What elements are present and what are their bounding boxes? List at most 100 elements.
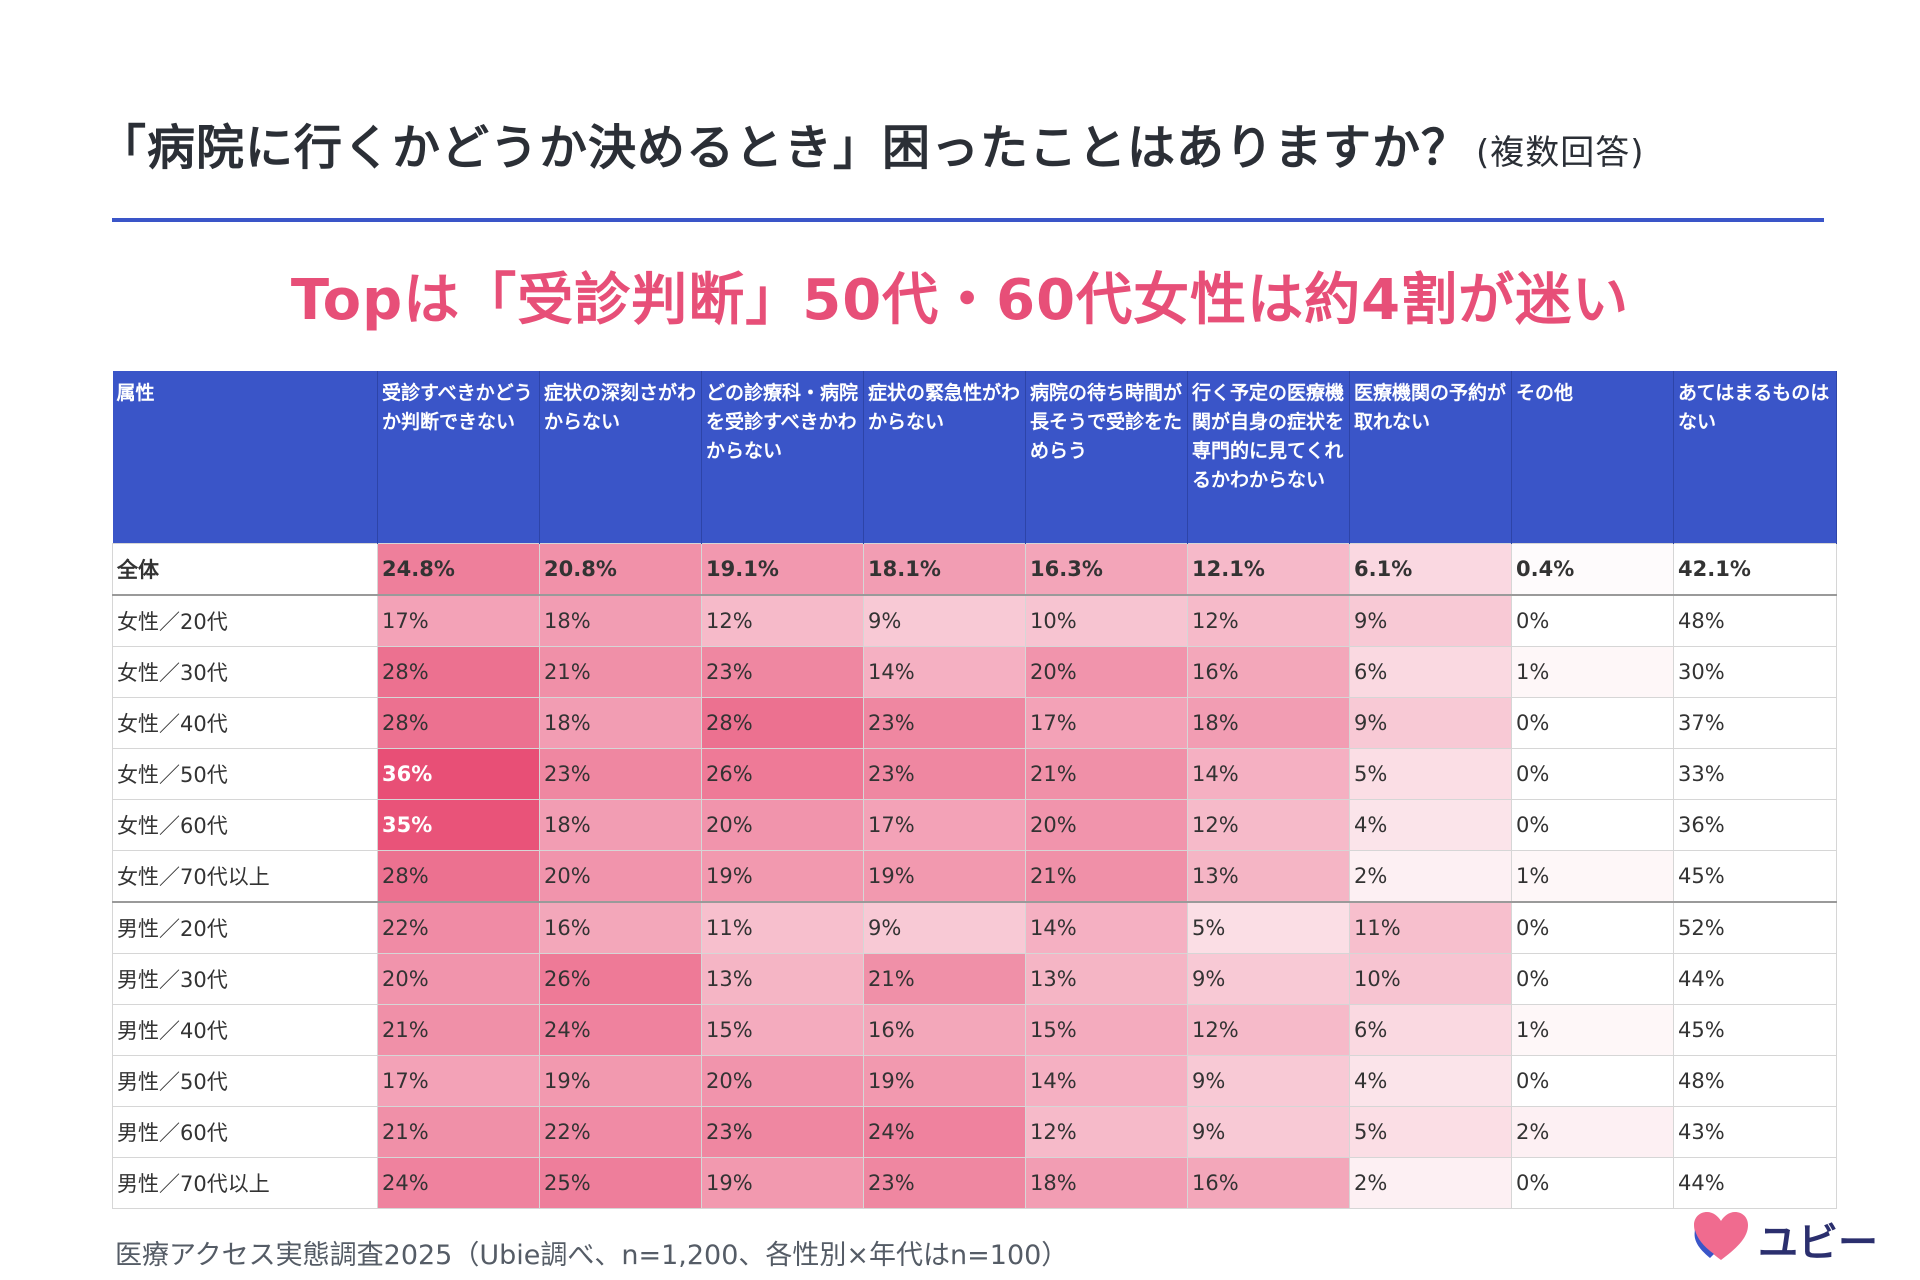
heat-cell: 1% [1511,1004,1674,1056]
row-label: 男性／20代 [112,901,378,954]
heat-cell: 12% [1187,594,1350,647]
heat-cell: 35% [377,799,540,851]
heat-cell: 24% [863,1106,1026,1158]
heat-cell: 0.4% [1511,543,1674,596]
heat-cell: 11% [1349,901,1512,954]
heat-cell: 52% [1673,901,1837,954]
heat-cell: 23% [539,748,702,800]
heat-cell: 23% [863,748,1026,800]
table-header-row: 属性 受診すべきかどうか判断できない 症状の深刻さがわからない どの診療科・病院を受診… [112,371,1837,544]
heat-cell: 45% [1673,1004,1837,1056]
heat-cell: 16% [863,1004,1026,1056]
heat-cell: 19% [701,850,864,903]
heat-cell: 28% [377,646,540,698]
table-row: 女性／50代 36% 23% 26% 23% 21% 14% 5% 0% 33% [112,748,1837,800]
table-row: 男性／50代 17% 19% 20% 19% 14% 9% 4% 0% 48% [112,1055,1837,1107]
row-label: 女性／60代 [112,799,378,851]
heat-cell: 13% [701,953,864,1005]
heat-cell: 9% [863,594,1026,647]
table-row: 男性／30代 20% 26% 13% 21% 13% 9% 10% 0% 44% [112,953,1837,1005]
table-row: 全体 24.8% 20.8% 19.1% 18.1% 16.3% 12.1% 6.1% 0.4%… [112,543,1837,596]
column-header: どの診療科・病院を受診すべきかわからない [701,371,864,544]
heat-cell: 14% [1187,748,1350,800]
heatmap-table: 属性 受診すべきかどうか判断できない 症状の深刻さがわからない どの診療科・病院を受診… [112,371,1837,1209]
heat-cell: 20% [377,953,540,1005]
heat-cell: 21% [377,1106,540,1158]
heat-cell: 17% [377,1055,540,1107]
row-label: 女性／40代 [112,697,378,749]
heat-cell: 0% [1511,1055,1674,1107]
heat-cell: 30% [1673,646,1837,698]
heat-cell: 9% [1349,697,1512,749]
title-note: (複数回答) [1476,133,1645,173]
page-title: 「病院に行くかどうか決めるとき」困ったことはありますか？ (複数回答) [98,108,1645,178]
title-main: 「病院に行くかどうか決めるとき」困ったことはありますか？ [98,120,1471,176]
source-note: 医療アクセス実態調査2025（Ubie調べ、n=1,200、各性別×年代はn=1… [115,1240,1069,1271]
heat-cell: 21% [377,1004,540,1056]
heat-cell: 18% [539,594,702,647]
heat-cell: 42.1% [1673,543,1837,596]
heat-cell: 16.3% [1025,543,1188,596]
heat-cell: 44% [1673,953,1837,1005]
heat-cell: 5% [1349,1106,1512,1158]
heat-cell: 12.1% [1187,543,1350,596]
heat-cell: 1% [1511,850,1674,903]
heat-cell: 48% [1673,594,1837,647]
row-label: 女性／50代 [112,748,378,800]
heat-cell: 6.1% [1349,543,1512,596]
headline: Topは「受診判断」50代・60代女性は約4割が迷い [290,268,1630,333]
heat-cell: 23% [863,1157,1026,1209]
heat-cell: 0% [1511,799,1674,851]
heat-cell: 21% [863,953,1026,1005]
heat-cell: 18.1% [863,543,1026,596]
column-header: 症状の深刻さがわからない [539,371,702,544]
heat-cell: 16% [1187,1157,1350,1209]
heat-cell: 20.8% [539,543,702,596]
heat-cell: 23% [701,646,864,698]
column-header: 病院の待ち時間が長そうで受診をためらう [1025,371,1188,544]
heat-cell: 12% [701,594,864,647]
heat-cell: 11% [701,901,864,954]
heat-cell: 19% [863,850,1026,903]
heat-cell: 24.8% [377,543,540,596]
heat-cell: 45% [1673,850,1837,903]
heat-cell: 14% [1025,1055,1188,1107]
heat-cell: 15% [1025,1004,1188,1056]
heat-cell: 0% [1511,697,1674,749]
heat-cell: 9% [1187,953,1350,1005]
heat-cell: 17% [863,799,1026,851]
heat-cell: 5% [1187,901,1350,954]
heat-cell: 0% [1511,1157,1674,1209]
heat-cell: 18% [539,697,702,749]
column-header: 受診すべきかどうか判断できない [377,371,540,544]
heat-cell: 14% [863,646,1026,698]
heat-cell: 12% [1025,1106,1188,1158]
table-row: 男性／60代 21% 22% 23% 24% 12% 9% 5% 2% 43% [112,1106,1837,1158]
heat-cell: 6% [1349,1004,1512,1056]
row-label: 男性／40代 [112,1004,378,1056]
heat-cell: 20% [1025,799,1188,851]
heat-cell: 28% [377,697,540,749]
heat-cell: 18% [1187,697,1350,749]
column-header: あてはまるものはない [1673,371,1837,544]
column-header-attribute: 属性 [112,371,378,544]
heat-cell: 17% [1025,697,1188,749]
heat-cell: 23% [701,1106,864,1158]
column-header: 医療機関の予約が取れない [1349,371,1512,544]
heat-cell: 2% [1349,1157,1512,1209]
heat-cell: 22% [377,901,540,954]
heat-cell: 24% [377,1157,540,1209]
heat-cell: 20% [539,850,702,903]
heat-cell: 16% [1187,646,1350,698]
row-label: 女性／30代 [112,646,378,698]
heat-cell: 9% [863,901,1026,954]
heat-cell: 15% [701,1004,864,1056]
row-label: 男性／30代 [112,953,378,1005]
heat-cell: 0% [1511,594,1674,647]
heat-cell: 23% [863,697,1026,749]
heat-cell: 48% [1673,1055,1837,1107]
heat-cell: 1% [1511,646,1674,698]
heat-cell: 20% [701,799,864,851]
table-row: 男性／20代 22% 16% 11% 9% 14% 5% 11% 0% 52% [112,901,1837,954]
heat-cell: 14% [1025,901,1188,954]
